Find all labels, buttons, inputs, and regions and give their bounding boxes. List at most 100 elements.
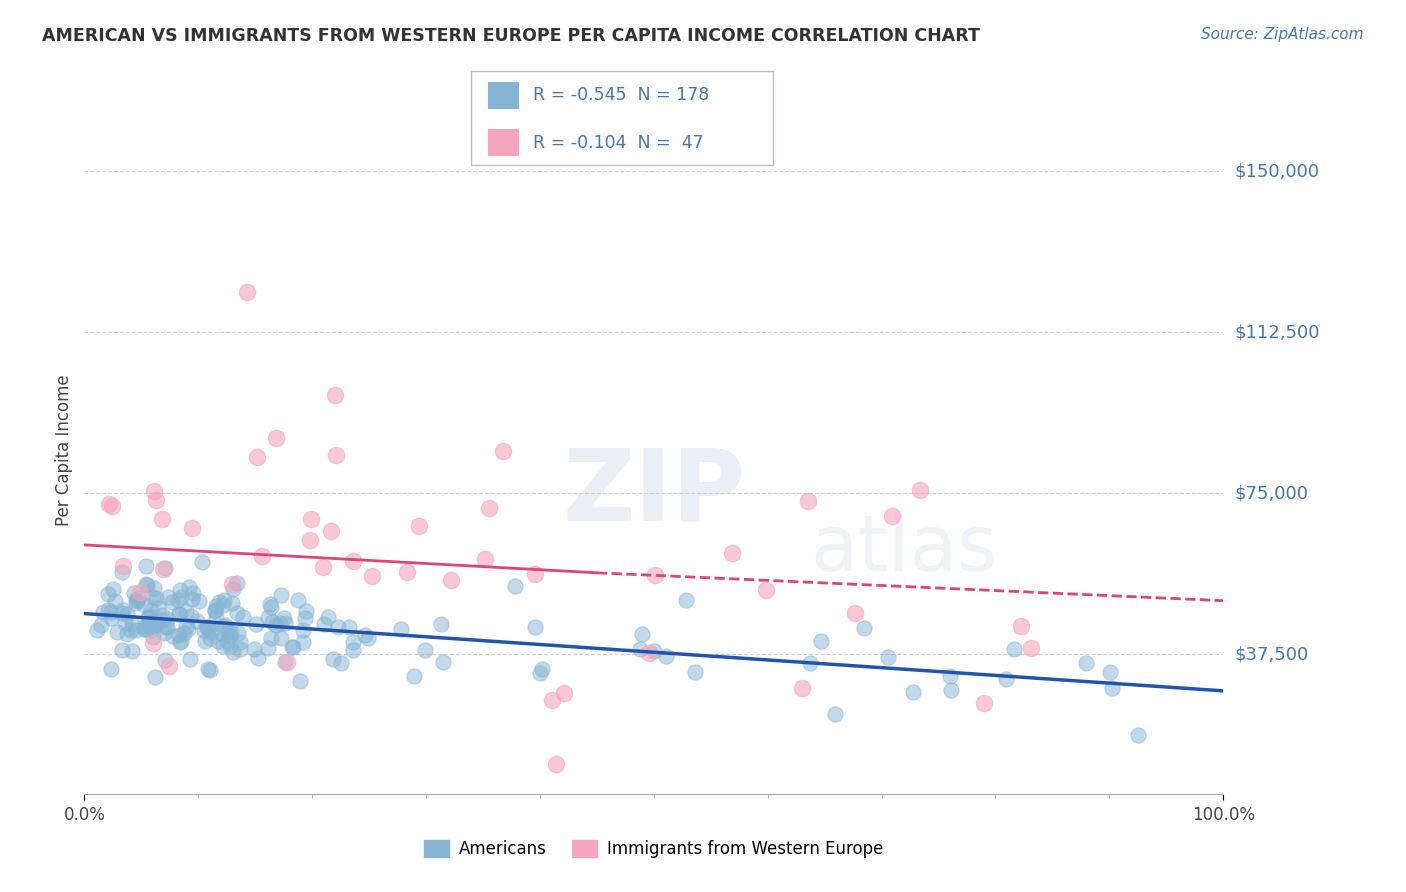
Americans — [1101, 681, 1123, 695]
Americans — [208, 595, 231, 609]
Americans — [142, 615, 165, 630]
Americans — [212, 619, 235, 633]
Americans — [212, 593, 235, 607]
Americans — [357, 632, 380, 646]
Americans — [200, 663, 222, 677]
Americans — [1098, 665, 1121, 679]
Americans — [181, 592, 204, 607]
Immigrants from Western Europe — [250, 549, 273, 563]
Immigrants from Western Europe — [129, 585, 152, 599]
Americans — [111, 566, 134, 580]
Americans — [939, 669, 962, 683]
Americans — [157, 590, 180, 604]
Americans — [259, 600, 281, 615]
Americans — [122, 586, 145, 600]
Americans — [111, 603, 134, 617]
Text: $150,000: $150,000 — [1234, 162, 1319, 180]
Immigrants from Western Europe — [908, 483, 931, 498]
Americans — [162, 629, 184, 643]
Immigrants from Western Europe — [276, 655, 298, 669]
Immigrants from Western Europe — [235, 285, 257, 299]
Americans — [209, 625, 232, 640]
Americans — [205, 599, 228, 613]
Americans — [100, 605, 122, 619]
Americans — [245, 616, 267, 631]
Americans — [529, 665, 551, 680]
Americans — [179, 651, 201, 665]
Americans — [117, 627, 139, 641]
Americans — [183, 586, 205, 600]
Americans — [204, 604, 226, 618]
Text: ZIP: ZIP — [562, 445, 745, 541]
Americans — [257, 640, 280, 655]
Americans — [169, 635, 191, 649]
Americans — [207, 634, 229, 648]
Americans — [630, 627, 652, 641]
Americans — [145, 670, 167, 684]
Americans — [353, 627, 375, 641]
Immigrants from Western Europe — [221, 577, 243, 591]
Americans — [191, 555, 214, 569]
Immigrants from Western Europe — [101, 499, 124, 513]
Immigrants from Western Europe — [298, 533, 321, 547]
Americans — [214, 618, 236, 632]
Americans — [294, 611, 316, 625]
Americans — [291, 624, 314, 638]
Americans — [1002, 642, 1025, 657]
Americans — [326, 620, 349, 634]
Americans — [232, 609, 254, 624]
Americans — [150, 608, 173, 623]
Americans — [675, 593, 697, 607]
Americans — [824, 707, 846, 722]
Americans — [217, 624, 239, 638]
Americans — [132, 620, 155, 634]
Americans — [274, 615, 297, 630]
Immigrants from Western Europe — [492, 444, 515, 458]
Americans — [1076, 657, 1098, 671]
Americans — [415, 642, 437, 657]
Americans — [167, 607, 190, 621]
Americans — [145, 617, 167, 632]
Immigrants from Western Europe — [180, 521, 202, 535]
Americans — [143, 616, 166, 631]
Americans — [132, 599, 155, 613]
Immigrants from Western Europe — [973, 696, 995, 710]
Americans — [389, 622, 412, 636]
Americans — [138, 620, 160, 634]
Americans — [280, 640, 302, 654]
Americans — [283, 640, 305, 655]
Americans — [132, 622, 155, 636]
Americans — [124, 593, 146, 607]
Text: AMERICAN VS IMMIGRANTS FROM WESTERN EUROPE PER CAPITA INCOME CORRELATION CHART: AMERICAN VS IMMIGRANTS FROM WESTERN EURO… — [42, 27, 980, 45]
Americans — [86, 623, 108, 637]
Americans — [195, 620, 218, 634]
Americans — [197, 623, 219, 637]
Americans — [103, 582, 125, 596]
Americans — [155, 620, 177, 634]
Immigrants from Western Europe — [145, 493, 167, 508]
Americans — [153, 626, 176, 640]
Americans — [100, 611, 122, 625]
Americans — [322, 652, 344, 666]
Text: atlas: atlas — [811, 511, 998, 587]
Immigrants from Western Europe — [844, 607, 866, 621]
Americans — [166, 592, 188, 607]
Immigrants from Western Europe — [1010, 619, 1032, 633]
Immigrants from Western Europe — [319, 524, 342, 539]
Americans — [243, 641, 266, 656]
Americans — [226, 576, 249, 591]
Americans — [167, 627, 190, 641]
Americans — [120, 623, 142, 637]
Americans — [1126, 728, 1149, 742]
Americans — [432, 656, 454, 670]
Americans — [146, 600, 169, 615]
Americans — [222, 645, 245, 659]
Immigrants from Western Europe — [246, 450, 269, 464]
Immigrants from Western Europe — [880, 509, 903, 524]
Americans — [180, 609, 202, 624]
Immigrants from Western Europe — [408, 519, 430, 533]
Immigrants from Western Europe — [477, 501, 499, 516]
Americans — [269, 616, 291, 631]
Immigrants from Western Europe — [325, 448, 347, 462]
Americans — [531, 662, 554, 676]
